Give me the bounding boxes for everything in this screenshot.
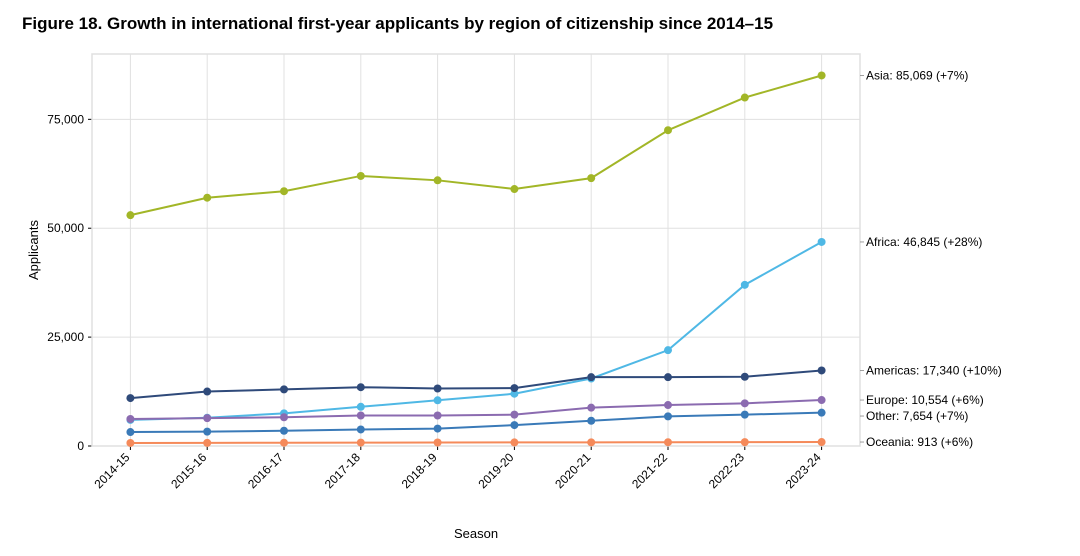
- series-end-label: Europe: 10,554 (+6%): [866, 393, 984, 407]
- series-end-label: Americas: 17,340 (+10%): [866, 363, 1002, 377]
- svg-text:2014-15: 2014-15: [91, 450, 132, 491]
- svg-text:2016-17: 2016-17: [245, 450, 286, 491]
- figure-container: Figure 18. Growth in international first…: [0, 0, 1080, 556]
- svg-text:75,000: 75,000: [47, 112, 84, 126]
- svg-text:2019-20: 2019-20: [475, 450, 516, 491]
- series-end-label: Oceania: 913 (+6%): [866, 435, 973, 449]
- x-axis-label: Season: [454, 526, 498, 541]
- series-end-label: Asia: 85,069 (+7%): [866, 68, 968, 82]
- series-end-label: Africa: 46,845 (+28%): [866, 235, 982, 249]
- svg-text:2017-18: 2017-18: [322, 450, 363, 491]
- series-end-label: Other: 7,654 (+7%): [866, 409, 968, 423]
- svg-text:2015-16: 2015-16: [168, 450, 209, 491]
- svg-text:2023-24: 2023-24: [783, 450, 824, 491]
- svg-text:2018-19: 2018-19: [399, 450, 440, 491]
- line-chart: 0 25,000 50,000 75,000 2014-15 2015-16 2016-17…: [20, 46, 1060, 546]
- y-axis-label: Applicants: [26, 220, 41, 280]
- svg-text:50,000: 50,000: [47, 221, 84, 235]
- chart-area: 0 25,000 50,000 75,000 2014-15 2015-16 2016-17…: [20, 46, 1060, 546]
- svg-text:2022-23: 2022-23: [706, 450, 747, 491]
- svg-text:0: 0: [77, 439, 84, 453]
- svg-text:25,000: 25,000: [47, 330, 84, 344]
- svg-text:2020-21: 2020-21: [552, 450, 593, 491]
- svg-text:2021-22: 2021-22: [629, 450, 670, 491]
- figure-title: Figure 18. Growth in international first…: [22, 14, 1060, 34]
